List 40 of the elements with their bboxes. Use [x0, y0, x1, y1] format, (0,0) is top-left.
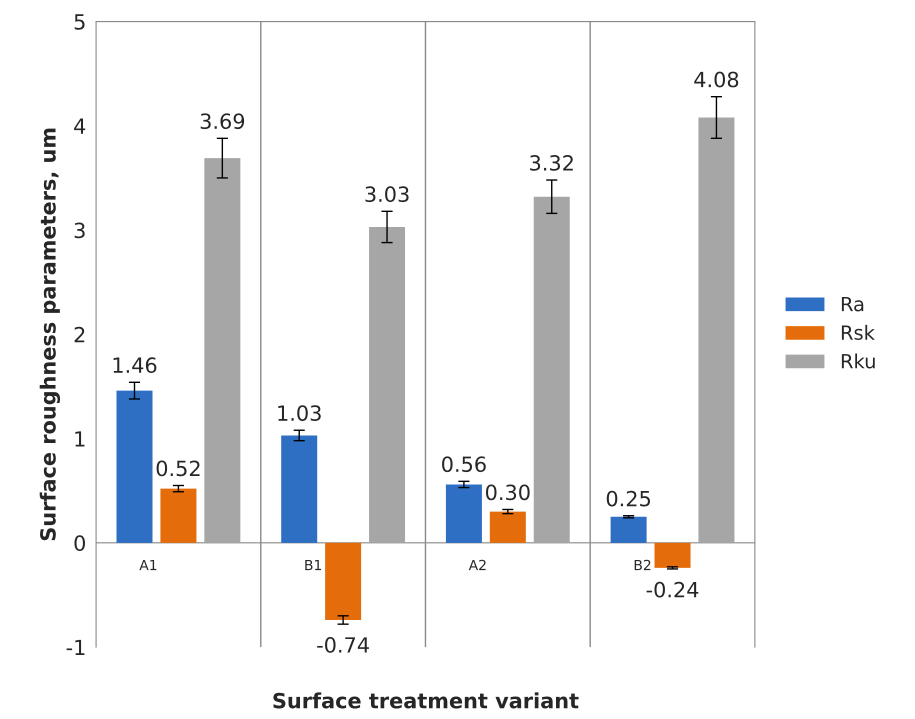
y-tick-label: 5 — [74, 14, 85, 30]
legend-label: Rsk — [842, 324, 875, 340]
x-axis-title: Surface treatment variant — [273, 692, 579, 709]
legend-label: Rku — [842, 353, 875, 369]
y-tick-label: 1 — [75, 431, 84, 447]
bar — [281, 435, 318, 543]
bar — [160, 488, 196, 543]
data-label: 4.08 — [694, 72, 738, 88]
y-tick-label: -1 — [66, 640, 84, 656]
bar — [534, 196, 570, 543]
data-label: 3.32 — [530, 155, 573, 171]
y-tick-label: 4 — [74, 118, 86, 134]
y-axis-title: Surface roughness parameters, um — [40, 128, 60, 540]
data-label: 3.03 — [365, 186, 409, 202]
bar — [446, 484, 482, 543]
y-tick-label: 3 — [74, 222, 85, 238]
bar — [204, 158, 240, 543]
data-label: 0.30 — [486, 484, 530, 500]
x-tick-label: A2 — [468, 560, 486, 570]
x-tick-label: A1 — [139, 560, 156, 570]
bar — [490, 512, 526, 543]
legend-label: Ra — [842, 296, 864, 312]
bar — [610, 516, 647, 543]
data-label: 1.03 — [278, 405, 321, 421]
data-label: 3.69 — [200, 113, 244, 130]
bar — [325, 542, 362, 620]
data-label: 0.52 — [156, 460, 200, 476]
data-label: 1.46 — [114, 357, 156, 374]
x-tick-label: B2 — [634, 560, 650, 570]
data-label: -0.24 — [646, 582, 698, 598]
data-label: 0.56 — [442, 456, 486, 472]
bar — [654, 542, 691, 568]
x-tick-label: B1 — [305, 560, 322, 570]
bar — [698, 117, 734, 543]
bar — [116, 390, 153, 543]
data-label: -0.74 — [317, 637, 369, 653]
bar — [369, 226, 406, 543]
data-label: 0.25 — [606, 490, 650, 506]
y-tick-label: 0 — [74, 535, 85, 552]
y-tick-label: 2 — [74, 326, 84, 342]
